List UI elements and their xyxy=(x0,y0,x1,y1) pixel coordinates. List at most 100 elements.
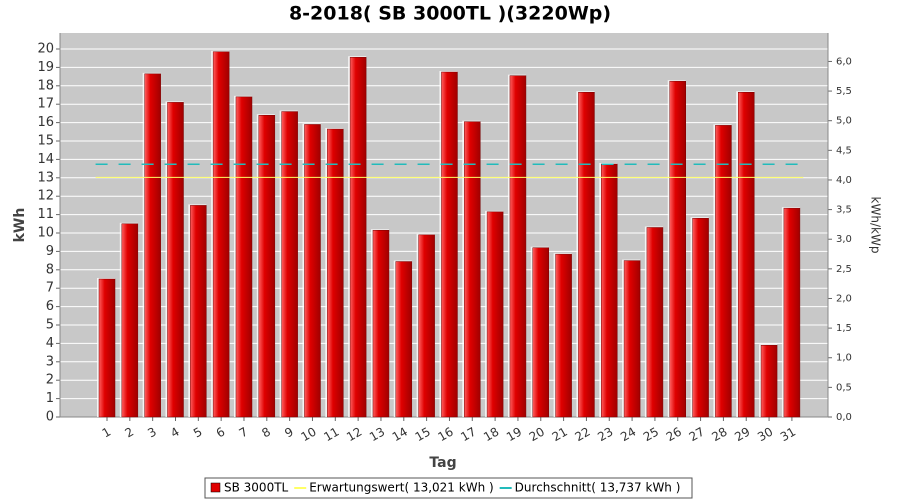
x-tick-label: 9 xyxy=(282,425,296,441)
x-tick-label: 16 xyxy=(435,425,455,445)
bar xyxy=(98,278,116,418)
y-tick-label: 15 xyxy=(37,134,54,149)
x-tick-label: 15 xyxy=(413,425,433,445)
bar xyxy=(623,260,641,418)
y-tick-label: 1 xyxy=(46,391,54,406)
bar xyxy=(715,125,732,418)
y2-tick-label: 2,5 xyxy=(836,264,852,275)
bar xyxy=(327,128,344,418)
x-tick-label: 21 xyxy=(550,425,570,445)
bar xyxy=(464,121,481,418)
x-tick-label: 31 xyxy=(778,425,798,445)
legend-label: Durchschnitt( 13,737 kWh ) xyxy=(515,481,681,495)
y-tick-label: 6 xyxy=(46,299,54,314)
y2-axis-label: kWh/kWp xyxy=(869,197,883,254)
x-tick-label: 1 xyxy=(100,425,114,441)
bar xyxy=(601,163,618,418)
bar xyxy=(349,57,367,418)
y-tick-label: 10 xyxy=(37,226,54,241)
x-tick-label: 4 xyxy=(168,425,182,441)
y-axis-label: kWh xyxy=(12,208,28,243)
bar xyxy=(281,111,298,418)
bar xyxy=(783,207,801,418)
bar xyxy=(646,227,664,418)
bar xyxy=(395,261,413,418)
bar xyxy=(212,51,230,418)
y-tick-label: 19 xyxy=(37,60,54,75)
legend-box xyxy=(204,477,693,499)
x-tick-label: 5 xyxy=(191,425,205,441)
bar xyxy=(235,96,253,418)
y2-tick-label: 3,5 xyxy=(836,205,852,216)
y2-tick-label: 5,5 xyxy=(836,86,852,97)
x-tick-label: 17 xyxy=(458,425,478,445)
y-tick-label: 7 xyxy=(46,281,54,296)
bar xyxy=(121,223,139,418)
x-tick-label: 20 xyxy=(527,425,547,445)
y2-tick-label: 5,0 xyxy=(836,116,852,127)
y-tick-label: 14 xyxy=(37,152,54,167)
y-tick-label: 8 xyxy=(46,262,54,277)
bar xyxy=(190,205,207,418)
y-tick-label: 3 xyxy=(46,354,54,369)
bar xyxy=(669,80,686,418)
bar xyxy=(737,91,755,418)
bar xyxy=(692,218,709,418)
x-axis-label: Tag xyxy=(429,455,456,471)
bar xyxy=(532,247,550,418)
y-tick-label: 11 xyxy=(37,207,54,222)
x-tick-label: 3 xyxy=(145,425,159,441)
bar xyxy=(486,211,504,418)
x-tick-label: 12 xyxy=(344,425,364,445)
y-tick-label: 12 xyxy=(37,189,54,204)
x-tick-label: 7 xyxy=(237,425,251,441)
legend: SB 3000TL Erwartungswert( 13,021 kWh ) Dur… xyxy=(204,477,693,499)
x-tick-label: 26 xyxy=(664,425,684,445)
legend-swatch xyxy=(210,482,221,493)
bar xyxy=(304,124,321,418)
x-tick-label: 14 xyxy=(390,425,410,445)
bar xyxy=(555,253,572,418)
chart-title: 8-2018( SB 3000TL )(3220Wp) xyxy=(289,3,611,25)
bar xyxy=(578,91,595,418)
y-tick-label: 5 xyxy=(46,318,54,333)
bar xyxy=(418,234,435,418)
y2-tick-label: 4,0 xyxy=(836,175,852,186)
bar xyxy=(441,71,458,418)
x-tick-label: 28 xyxy=(709,425,729,445)
y-tick-label: 20 xyxy=(37,42,54,57)
y2-tick-label: 1,0 xyxy=(836,353,852,364)
x-tick-label: 22 xyxy=(572,425,592,445)
legend-label: SB 3000TL xyxy=(224,481,289,495)
y2-tick-label: 0,0 xyxy=(836,412,852,423)
y-tick-label: 2 xyxy=(46,373,54,388)
x-tick-label: 19 xyxy=(504,425,524,445)
bar xyxy=(144,73,161,418)
y-tick-label: 17 xyxy=(37,97,54,112)
x-tick-label: 13 xyxy=(367,425,387,445)
y2-tick-label: 0,5 xyxy=(836,382,852,393)
y-tick-label: 13 xyxy=(37,170,54,185)
y2-tick-label: 3,0 xyxy=(836,234,852,245)
bar xyxy=(372,229,390,418)
x-tick-label: 27 xyxy=(687,425,707,445)
x-tick-label: 10 xyxy=(298,425,318,445)
legend-label: Erwartungswert( 13,021 kWh ) xyxy=(309,481,493,495)
x-tick-label: 25 xyxy=(641,425,661,445)
bar xyxy=(760,344,778,418)
x-tick-label: 8 xyxy=(259,425,273,441)
y-tick-label: 4 xyxy=(46,336,54,351)
y-tick-label: 18 xyxy=(37,78,54,93)
x-tick-label: 11 xyxy=(321,425,341,445)
y-tick-label: 0 xyxy=(46,410,54,425)
x-tick-label: 30 xyxy=(755,425,775,445)
bar xyxy=(258,114,276,418)
x-tick-label: 29 xyxy=(732,425,752,445)
y-tick-label: 16 xyxy=(37,115,54,130)
x-tick-label: 6 xyxy=(214,425,228,441)
bar xyxy=(167,102,184,418)
y2-tick-label: 4,5 xyxy=(836,145,852,156)
x-tick-label: 23 xyxy=(595,425,615,445)
y-tick-label: 9 xyxy=(46,244,54,259)
